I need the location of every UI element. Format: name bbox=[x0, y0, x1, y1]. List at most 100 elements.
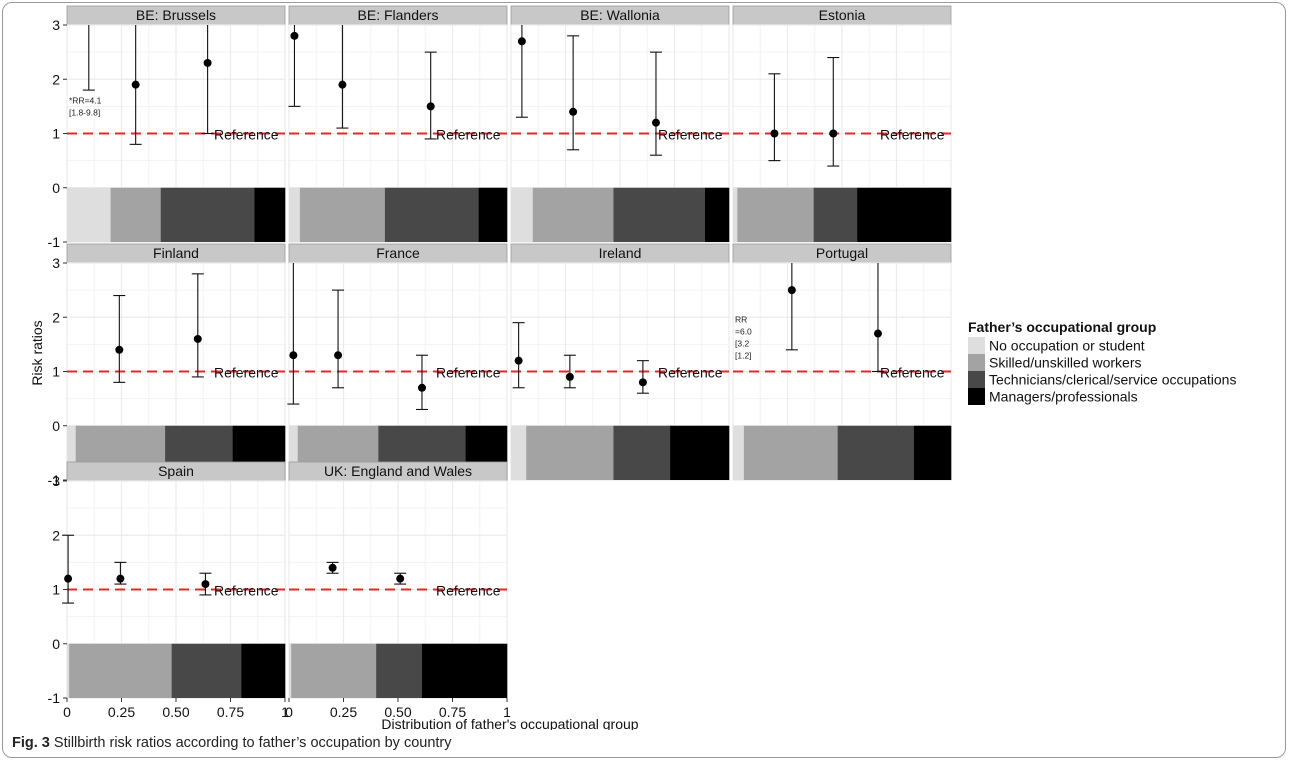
y-tick-label: 1 bbox=[52, 364, 60, 380]
y-tick-label: 3 bbox=[52, 255, 60, 271]
panel-title: BE: Wallonia bbox=[580, 7, 660, 23]
data-point bbox=[201, 580, 210, 589]
y-tick-label: 1 bbox=[52, 582, 60, 598]
legend-item-label: Managers/professionals bbox=[989, 389, 1138, 405]
distribution-segment-technicians bbox=[171, 643, 242, 698]
distribution-segment-no-occupation bbox=[67, 643, 70, 698]
data-point bbox=[328, 563, 337, 572]
distribution-segment-skilled bbox=[526, 425, 614, 480]
panel-title: Estonia bbox=[819, 7, 866, 23]
panel-be-flanders: BE: Flanders Reference bbox=[288, 5, 508, 243]
legend-item-label: No occupation or student bbox=[989, 338, 1145, 354]
y-tick-label: 2 bbox=[52, 309, 60, 325]
point-annotation: [3.2 bbox=[735, 339, 749, 349]
y-tick-label: 0 bbox=[52, 418, 60, 434]
data-point bbox=[517, 37, 526, 46]
data-point bbox=[64, 574, 73, 583]
data-point bbox=[514, 356, 523, 365]
data-point bbox=[651, 118, 660, 127]
y-tick-label: 2 bbox=[52, 527, 60, 543]
data-point bbox=[873, 329, 882, 338]
distribution-segment-technicians bbox=[376, 643, 423, 698]
data-point bbox=[417, 383, 426, 392]
distribution-segment-no-occupation bbox=[289, 643, 292, 698]
data-point bbox=[334, 351, 343, 360]
legend-swatch bbox=[968, 371, 985, 388]
x-tick-label: 1 bbox=[281, 704, 289, 720]
figure-caption: Fig. 3 Stillbirth risk ratios according … bbox=[12, 735, 452, 751]
distribution-segment-managers bbox=[254, 187, 286, 242]
legend-item-label: Technicians/clerical/service occupations bbox=[989, 372, 1236, 388]
x-tick-label: 0.75 bbox=[217, 704, 244, 720]
panel-finland: Finland Reference -1 0 1 2 3 bbox=[48, 243, 286, 488]
legend-swatch bbox=[968, 354, 985, 371]
data-point bbox=[115, 345, 124, 354]
distribution-segment-skilled bbox=[532, 187, 614, 242]
data-point bbox=[638, 378, 647, 387]
reference-label: Reference bbox=[658, 365, 723, 381]
reference-label: Reference bbox=[436, 127, 501, 143]
legend-item-label: Skilled/unskilled workers bbox=[989, 355, 1142, 371]
data-point bbox=[565, 372, 574, 381]
y-tick-label: 3 bbox=[52, 473, 60, 489]
y-tick-label: 0 bbox=[52, 636, 60, 652]
panel-ireland: Ireland Reference bbox=[510, 243, 730, 481]
distribution-segment-skilled bbox=[69, 643, 172, 698]
x-tick-label: 0.75 bbox=[439, 704, 466, 720]
legend-swatch bbox=[968, 337, 985, 354]
panel-title: France bbox=[376, 245, 420, 261]
reference-label: Reference bbox=[880, 127, 945, 143]
x-tick-label: 0.50 bbox=[384, 704, 411, 720]
distribution-segment-no-occupation bbox=[67, 425, 77, 480]
data-point bbox=[193, 334, 202, 343]
y-tick-label: -1 bbox=[48, 690, 61, 706]
distribution-segment-no-occupation bbox=[733, 187, 738, 242]
distribution-segment-technicians bbox=[384, 187, 479, 242]
reference-label: Reference bbox=[436, 583, 501, 599]
caption-label: Fig. 3 bbox=[12, 735, 50, 751]
reference-label: Reference bbox=[436, 365, 501, 381]
data-point bbox=[338, 80, 347, 89]
distribution-segment-managers bbox=[857, 187, 952, 242]
distribution-segment-managers bbox=[478, 187, 508, 242]
caption-text: Stillbirth risk ratios according to fath… bbox=[53, 735, 452, 751]
legend: Father’s occupational group No occupation… bbox=[968, 319, 1236, 405]
distribution-segment-managers bbox=[421, 643, 508, 698]
data-point bbox=[770, 129, 779, 138]
y-tick-label: -1 bbox=[48, 472, 61, 488]
distribution-segment-skilled bbox=[299, 187, 386, 242]
distribution-segment-skilled bbox=[110, 187, 162, 242]
distribution-segment-technicians bbox=[813, 187, 858, 242]
y-tick-label: 2 bbox=[52, 71, 60, 87]
panel-title: Spain bbox=[158, 463, 194, 479]
distribution-segment-no-occupation bbox=[67, 187, 111, 242]
data-point bbox=[829, 129, 838, 138]
y-tick-label: 1 bbox=[52, 126, 60, 142]
panel-title: BE: Flanders bbox=[358, 7, 439, 23]
distribution-segment-managers bbox=[241, 643, 286, 698]
point-annotation: [1.2] bbox=[735, 351, 752, 361]
panel-uk-england-and-wales: UK: England and Wales Reference 0 0.25 0.50 0… bbox=[285, 461, 511, 720]
distribution-segment-managers bbox=[705, 187, 730, 242]
distribution-segment-managers bbox=[913, 425, 952, 480]
data-point bbox=[569, 107, 578, 116]
panel-estonia: Estonia Reference bbox=[732, 5, 952, 243]
data-point bbox=[131, 80, 140, 89]
distribution-segment-skilled bbox=[737, 187, 814, 242]
distribution-segment-no-occupation bbox=[733, 425, 745, 480]
data-point bbox=[116, 574, 125, 583]
reference-label: Reference bbox=[880, 365, 945, 381]
distribution-segment-skilled bbox=[743, 425, 838, 480]
point-annotation: =6.0 bbox=[735, 327, 752, 337]
reference-label: Reference bbox=[214, 127, 279, 143]
distribution-segment-skilled bbox=[291, 643, 377, 698]
y-tick-label: -1 bbox=[48, 234, 61, 250]
panel-be-wallonia: BE: Wallonia Reference bbox=[510, 5, 730, 243]
distribution-segment-technicians bbox=[837, 425, 915, 480]
stillbirth-risk-chart: BE: BrusselsReference*RR=4.1[1.8-9.8]-10… bbox=[29, 5, 1236, 730]
distribution-segment-technicians bbox=[613, 425, 671, 480]
x-tick-label: 0.25 bbox=[330, 704, 357, 720]
point-annotation: *RR=4.1 bbox=[69, 96, 102, 106]
